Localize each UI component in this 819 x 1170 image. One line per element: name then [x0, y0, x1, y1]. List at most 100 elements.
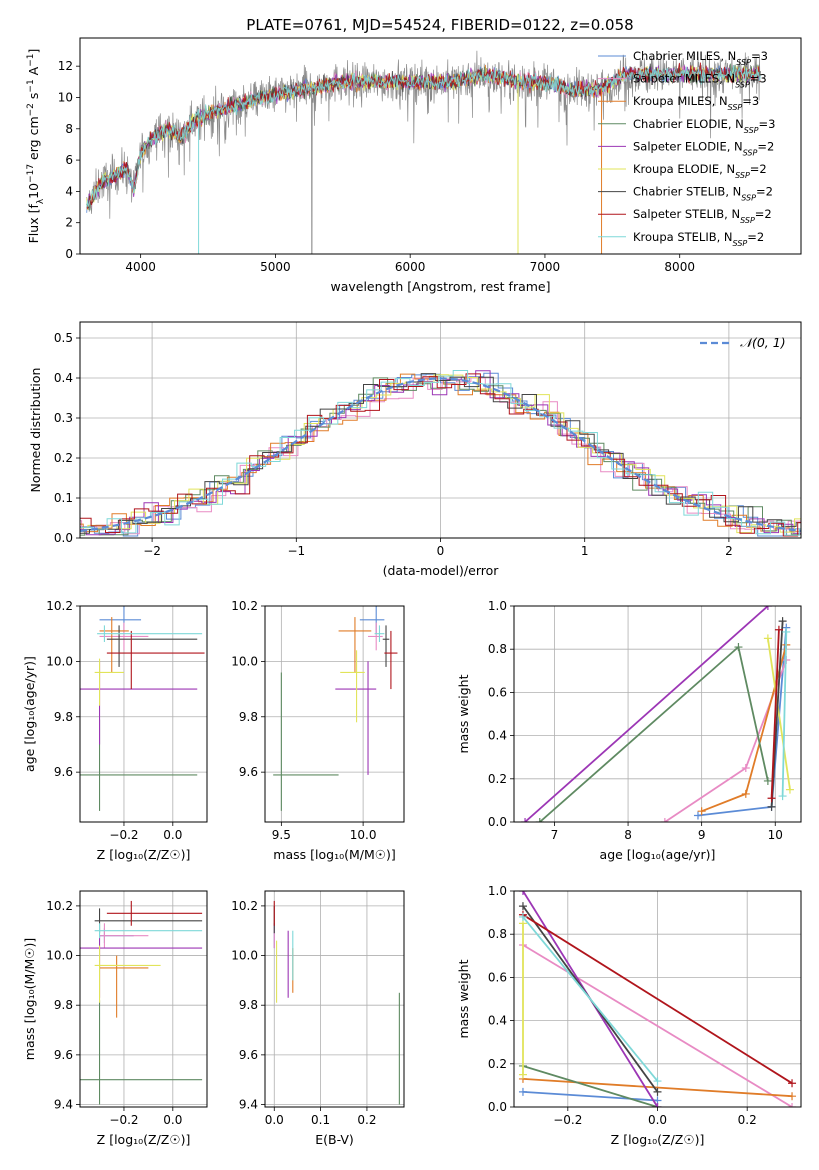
axes-frame — [513, 890, 802, 1108]
histogram-chabrier-elodie — [80, 377, 801, 536]
weight-line — [767, 638, 791, 790]
x-tick-label: 6000 — [395, 260, 426, 274]
axes-frame — [79, 890, 208, 1108]
weight-marker — [518, 912, 527, 921]
y-tick-label: 0.4 — [488, 1014, 507, 1028]
y-tick-label: 8 — [65, 122, 73, 136]
x-axis-label: wavelength [Angstrom, rest frame] — [330, 279, 550, 294]
x-axis-label: age [log₁₀(age/yr)] — [600, 847, 716, 862]
y-axis-label-part: λ — [36, 198, 46, 204]
y-axis-label: age [log₁₀(age/yr)] — [22, 656, 37, 772]
weight-marker — [693, 811, 702, 820]
massweight-vs-Z-panel: −0.2 0.0 0.2 0.0 0.2 0.4 0.6 0.8 1.0 Z [log₁₀(Z/Z… — [456, 884, 802, 1147]
weight-marker — [518, 1070, 527, 1079]
legend-entry-sub: SSP — [744, 125, 759, 134]
weight-marker — [697, 807, 706, 816]
legend-entry: Chabrier ELODIE, NSSP=3 — [633, 117, 775, 135]
y-tick-label: 0.0 — [54, 531, 73, 545]
weight-marker — [785, 785, 794, 794]
y-tick-label: 12 — [58, 59, 73, 73]
y-axis-label-part: −1 — [26, 54, 36, 67]
weight-marker — [767, 794, 776, 803]
weight-marker — [518, 1087, 527, 1096]
y-tick-label: 0.8 — [488, 642, 507, 656]
legend-entry-sub: SSP — [741, 193, 756, 202]
legend-entry-label: Salpeter STELIB, N — [633, 207, 740, 221]
weight-lines — [521, 606, 794, 822]
histogram-kroupa-elodie — [80, 374, 801, 534]
x-tick-label: 2 — [725, 544, 733, 558]
x-axis-label: E(B-V) — [315, 1132, 354, 1147]
axes-frame — [79, 321, 802, 539]
weight-line — [522, 1065, 658, 1107]
x-tick-label: 0.0 — [265, 1113, 284, 1127]
x-tick-label: 10.0 — [350, 828, 377, 842]
x-tick-label: 9 — [698, 828, 706, 842]
weight-line — [522, 916, 659, 1082]
chart-title: PLATE=0761, MJD=54524, FIBERID=0122, z=0… — [246, 16, 633, 34]
legend-entry-suffix: =2 — [756, 185, 773, 199]
histogram-salpeter-elodie — [80, 370, 801, 536]
y-tick-label: 10.2 — [46, 899, 73, 913]
gaussian-curve — [80, 377, 801, 533]
histogram-chabrier-stelib — [80, 373, 801, 534]
legend-entry: Kroupa MILES, NSSP=3 — [633, 94, 759, 112]
x-tick-label: −0.2 — [109, 828, 138, 842]
legend-entry: Chabrier STELIB, NSSP=2 — [633, 185, 773, 203]
y-axis-label: mass weight — [456, 674, 471, 753]
legend-entry-label: Kroupa STELIB, N — [633, 230, 733, 244]
x-tick-label: 4000 — [125, 260, 156, 274]
weight-marker — [778, 792, 787, 801]
legend-entry: Kroupa STELIB, NSSP=2 — [633, 230, 764, 248]
x-tick-label: 8000 — [664, 260, 695, 274]
y-tick-label: 9.8 — [239, 998, 258, 1012]
y-axis-label-part: −2 — [26, 103, 36, 116]
error-bars — [80, 900, 203, 1105]
legend-entry: Chabrier MILES, NSSP=3 — [633, 49, 768, 67]
y-tick-label: 0.8 — [488, 927, 507, 941]
x-tick-label: 7 — [551, 828, 559, 842]
weight-marker — [788, 1092, 797, 1101]
y-tick-label: 9.8 — [239, 710, 258, 724]
weight-line — [522, 1091, 658, 1102]
age-vs-mass-panel: 9.5 10.0 9.6 9.8 10.0 10.2 mass [log₁₀(M/M☉)] — [231, 599, 405, 862]
weight-marker — [518, 902, 527, 911]
y-tick-label: 0.5 — [54, 331, 73, 345]
x-tick-label: 0.0 — [648, 1113, 667, 1127]
y-tick-label: 10.2 — [46, 599, 73, 613]
legend-entry-label: Chabrier ELODIE, N — [633, 117, 744, 131]
y-tick-label: 0.2 — [54, 451, 73, 465]
legend-entry-label: Chabrier MILES, N — [633, 49, 736, 63]
legend-entry-sub: SSP — [740, 216, 755, 225]
legend-entry-label: Chabrier STELIB, N — [633, 185, 741, 199]
y-tick-label: 9.8 — [54, 998, 73, 1012]
x-axis-label: mass [log₁₀(M/M☉)] — [273, 847, 395, 862]
legend-entry-suffix: =2 — [750, 162, 767, 176]
y-tick-label: 9.6 — [239, 765, 258, 779]
weight-line — [539, 645, 769, 822]
axes-frame — [79, 37, 802, 255]
axes-frame — [264, 890, 405, 1108]
axes-frame — [79, 605, 208, 823]
y-tick-label: 0.2 — [488, 772, 507, 786]
legend-entry-label: Salpeter ELODIE, N — [633, 139, 743, 153]
y-tick-label: 9.4 — [239, 1098, 258, 1112]
weight-marker — [778, 617, 787, 626]
y-tick-label: 10.2 — [231, 599, 258, 613]
weight-marker — [653, 1087, 662, 1096]
y-tick-label: 10.2 — [231, 899, 258, 913]
x-tick-label: 10 — [768, 828, 783, 842]
y-tick-label: 0 — [65, 247, 73, 261]
histogram-salpeter-miles — [80, 377, 801, 535]
y-axis-label: Normed distribution — [28, 368, 43, 493]
weight-marker — [767, 802, 776, 811]
x-tick-label: 7000 — [530, 260, 561, 274]
x-tick-label: 0.2 — [738, 1113, 757, 1127]
x-tick-label: 0.0 — [163, 1113, 182, 1127]
legend-entry-label: Kroupa ELODIE, N — [633, 162, 735, 176]
x-tick-label: −1 — [287, 544, 305, 558]
x-axis-label: Z [log₁₀(Z/Z☉)] — [97, 1132, 191, 1147]
weight-marker — [741, 789, 750, 798]
y-tick-label: 0.6 — [488, 685, 507, 699]
x-tick-label: 1 — [581, 544, 589, 558]
